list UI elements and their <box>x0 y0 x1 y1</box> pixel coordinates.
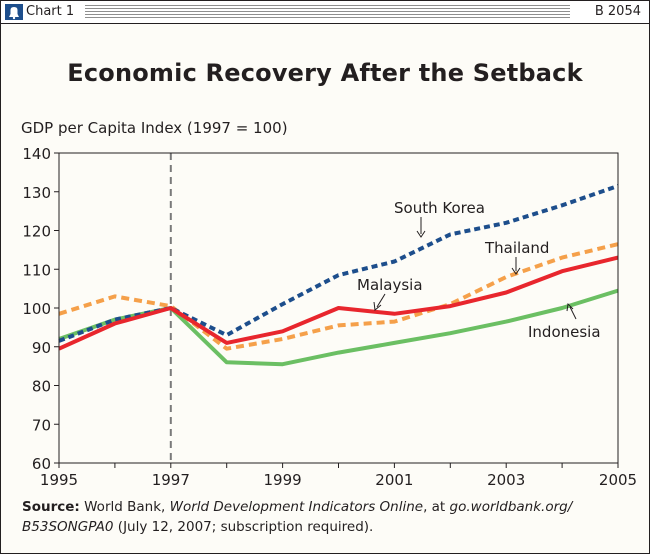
y-tick-label: 90 <box>32 339 51 357</box>
series-labels: South Korea Thailand Malaysia Indonesia <box>357 199 601 341</box>
x-tick-label: 1997 <box>152 471 190 489</box>
series-label-thailand: Thailand <box>484 239 549 257</box>
y-tick-label: 60 <box>32 455 51 473</box>
arrow-south-korea-head <box>416 230 426 238</box>
arrow-indonesia <box>569 306 577 320</box>
y-tick-label: 110 <box>22 261 51 279</box>
arrow-malaysia <box>376 293 386 308</box>
source-note: Source: World Bank, World Development In… <box>22 497 632 537</box>
y-axis: 60 70 80 90 100 110 120 130 140 <box>22 145 59 473</box>
y-tick-label: 120 <box>22 223 51 241</box>
x-tick-label: 1999 <box>264 471 302 489</box>
series-label-south-korea: South Korea <box>394 199 485 217</box>
report-id: B 2054 <box>594 4 641 19</box>
plot-area-border <box>58 152 619 464</box>
source-text-2: , at <box>423 499 446 515</box>
source-text-3: (July 12, 2007; subscription required). <box>117 519 374 535</box>
series-label-indonesia: Indonesia <box>528 323 601 341</box>
x-tick-label: 1995 <box>40 471 78 489</box>
source-publication: World Development Indicators Online <box>169 499 424 515</box>
header-hatch-decoration <box>85 5 570 18</box>
source-url-part-1: go.worldbank.org/ <box>449 499 573 515</box>
source-text-1: World Bank, <box>84 499 166 515</box>
x-tick-label: 2001 <box>375 471 413 489</box>
series-label-malaysia: Malaysia <box>357 276 423 294</box>
header-bar: Chart 1 B 2054 <box>1 1 649 24</box>
line-chart: 60 70 80 90 100 110 120 130 140 1995 1997 1999 2001… <box>22 145 637 489</box>
y-tick-label: 100 <box>22 300 51 318</box>
series-line-south-korea <box>58 184 619 343</box>
y-axis-title: GDP per Capita Index (1997 = 100) <box>21 119 288 137</box>
series-layer <box>58 184 619 367</box>
y-tick-label: 70 <box>32 416 51 434</box>
x-axis: 1995 1997 1999 2001 2003 2005 <box>40 463 637 489</box>
x-tick-label: 2005 <box>599 471 637 489</box>
series-line-malaysia <box>58 255 619 351</box>
source-url-part-2: B53SONGPA0 <box>22 519 114 535</box>
bell-logo-icon <box>5 4 23 20</box>
x-tick-label: 2003 <box>487 471 525 489</box>
series-line-thailand <box>58 242 619 351</box>
y-tick-label: 80 <box>32 378 51 396</box>
arrow-thailand-head <box>511 267 521 275</box>
y-tick-label: 130 <box>22 184 51 202</box>
y-tick-label: 140 <box>22 145 51 163</box>
chart-number: Chart 1 <box>26 4 75 19</box>
source-label: Source: <box>22 499 80 515</box>
arrow-indonesia-head <box>566 302 574 312</box>
arrow-malaysia-head <box>373 301 382 311</box>
chart-title: Economic Recovery After the Setback <box>67 59 583 87</box>
